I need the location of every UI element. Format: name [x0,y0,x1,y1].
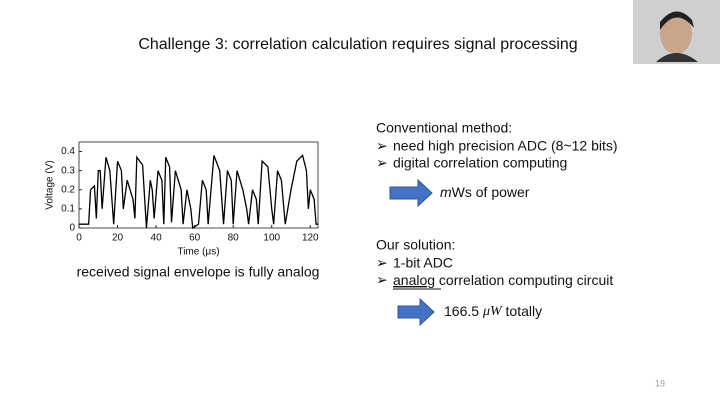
bullet-text: analog correlation computing circuit [393,272,613,288]
page-number: 19 [655,378,665,388]
x-tick-label: 0 [76,233,82,244]
arrow [397,297,435,327]
x-tick-label: 40 [151,233,163,244]
result-part: 166.5 [444,303,483,319]
result-part: totally [502,303,542,319]
result: 166.5 μW totally [444,303,542,320]
webcam-face [660,14,692,54]
bullet: ➢ [376,272,388,288]
result-part: m [440,184,452,200]
chart: 0 20 40 60 80 100 120 0 0.1 0.2 0.3 0.4 Time (μs) Vol… [45,141,319,258]
x-tick-label: 120 [302,233,319,244]
plot-frame [78,141,319,229]
result: mWs of power [440,184,530,200]
signal-line [79,154,318,230]
bullet: ➢ [376,138,388,154]
underlined: analog [393,272,435,288]
bullet: ➢ [376,255,388,271]
x-tick-label: 80 [228,233,240,244]
y-tick-label: 0.3 [61,165,75,176]
slide-title: Challenge 3: correlation calculation req… [138,36,577,53]
bullet-part: correlation computing circuit [435,272,613,288]
webcam-body [656,53,698,62]
x-tick-label: 100 [263,233,280,244]
bullet-text: digital correlation computing [393,155,567,171]
webcam-hair [660,11,694,30]
x-axis-label: Time (μs) [177,247,219,258]
bullet: ➢ [376,155,388,171]
caption: received signal envelope is fully analog [77,264,320,280]
bullet-text: need high precision ADC (8~12 bits) [393,138,618,154]
y-axis-label: Voltage (V) [45,160,56,209]
result-part: Ws of power [452,184,530,200]
y-tick-label: 0.1 [61,204,75,215]
y-tick-label: 0.4 [61,146,75,157]
y-tick-label: 0 [69,223,75,234]
arrow [389,178,433,208]
x-tick-label: 20 [112,233,124,244]
x-tick-label: 60 [189,233,201,244]
bullet-text: 1-bit ADC [393,255,453,271]
result-part: μW [482,304,503,319]
y-tick-label: 0.2 [61,184,75,195]
heading: Our solution: [376,237,455,253]
heading: Conventional method: [376,120,512,136]
